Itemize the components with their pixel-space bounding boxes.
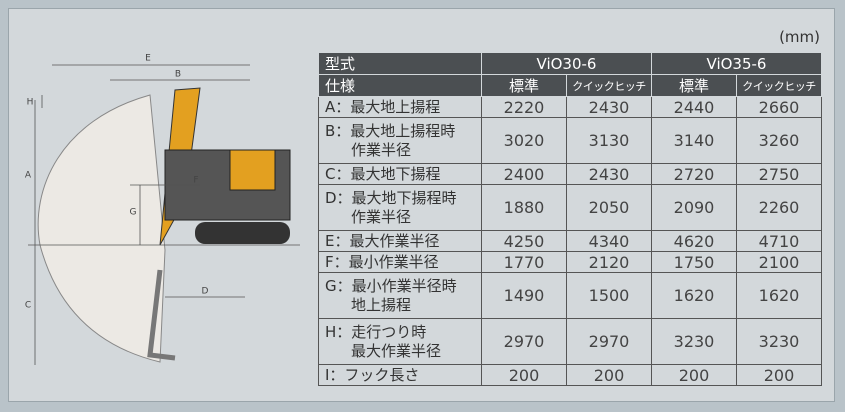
- header-cell: ViO35-6: [651, 52, 822, 75]
- value-cell: 4620: [651, 230, 737, 252]
- row-label: D：最大地下揚程時 作業半径: [318, 184, 482, 231]
- value-cell: 2970: [566, 318, 652, 365]
- header-cell: ViO30-6: [481, 52, 652, 75]
- label-line: 地上揚程: [351, 295, 412, 314]
- spec-row: B：最大地上揚程時 作業半径 3020 3130 3140 3260: [318, 117, 822, 164]
- header-row: 型式 ViO30-6 ViO35-6: [318, 52, 822, 75]
- value-cell: 2970: [481, 318, 567, 365]
- value-cell: 4710: [736, 230, 822, 252]
- value-cell: 3260: [736, 117, 822, 164]
- value-cell: 2090: [651, 184, 737, 231]
- value-cell: 2050: [566, 184, 652, 231]
- label-line: D：最大地下揚程時: [325, 188, 457, 207]
- spec-row: E：最大作業半径 4250 4340 4620 4710: [318, 230, 822, 252]
- dim-label: F: [193, 176, 198, 186]
- value-cell: 2660: [736, 96, 822, 118]
- label-line: I：フック長さ: [325, 365, 420, 384]
- value-cell: 1500: [566, 272, 652, 319]
- value-cell: 1620: [736, 272, 822, 319]
- value-cell: 2220: [481, 96, 567, 118]
- row-label: I：フック長さ: [318, 364, 482, 386]
- label-line: E：最大作業半径: [325, 231, 440, 250]
- value-cell: 2400: [481, 163, 567, 185]
- value-cell: 3230: [736, 318, 822, 365]
- value-cell: 2720: [651, 163, 737, 185]
- value-cell: 1490: [481, 272, 567, 319]
- header-cell: 仕様: [318, 74, 482, 97]
- spec-row: G：最小作業半径時 地上揚程 1490 1500 1620 1620: [318, 272, 822, 319]
- value-cell: 2120: [566, 251, 652, 273]
- value-cell: 200: [566, 364, 652, 386]
- label-line: 作業半径: [351, 140, 412, 159]
- value-cell: 2440: [651, 96, 737, 118]
- value-cell: 4340: [566, 230, 652, 252]
- row-label: A：最大地上揚程: [318, 96, 482, 118]
- value-cell: 3130: [566, 117, 652, 164]
- spec-row: D：最大地下揚程時 作業半径 1880 2050 2090 2260: [318, 184, 822, 231]
- dim-label: H: [27, 98, 34, 108]
- work-range: [37, 94, 166, 363]
- row-label: B：最大地上揚程時 作業半径: [318, 117, 482, 164]
- value-cell: 2260: [736, 184, 822, 231]
- row-label: G：最小作業半径時 地上揚程: [318, 272, 482, 319]
- value-cell: 200: [651, 364, 737, 386]
- track: [195, 222, 290, 244]
- arm-down: [147, 269, 176, 361]
- label-line: 作業半径: [351, 207, 412, 226]
- label-line: 最大作業半径: [351, 341, 442, 360]
- value-cell: 2100: [736, 251, 822, 273]
- header-cell: クイックヒッチ: [736, 74, 822, 97]
- label-line: C：最大地下揚程: [325, 164, 441, 183]
- dim-label: G: [130, 208, 137, 218]
- value-cell: 2750: [736, 163, 822, 185]
- label-line: B：最大地上揚程時: [325, 121, 456, 140]
- row-label: E：最大作業半径: [318, 230, 482, 252]
- header-cell: クイックヒッチ: [566, 74, 652, 97]
- value-cell: 1750: [651, 251, 737, 273]
- value-cell: 3140: [651, 117, 737, 164]
- spec-row: H：走行つり時 最大作業半径 2970 2970 3230 3230: [318, 318, 822, 365]
- header-row: 仕様 標準 クイックヒッチ 標準 クイックヒッチ: [318, 74, 822, 97]
- spec-row: I：フック長さ 200 200 200 200: [318, 364, 822, 386]
- dim-label: E: [145, 54, 151, 64]
- dim-label: A: [25, 171, 32, 181]
- label-line: F：最小作業半径: [325, 252, 439, 271]
- value-cell: 3230: [651, 318, 737, 365]
- row-label: F：最小作業半径: [318, 251, 482, 273]
- value-cell: 2430: [566, 163, 652, 185]
- spec-row: C：最大地下揚程 2400 2430 2720 2750: [318, 163, 822, 185]
- spec-row: F：最小作業半径 1770 2120 1750 2100: [318, 251, 822, 273]
- unit: (mm): [779, 28, 820, 46]
- label-line: G：最小作業半径時: [325, 276, 457, 295]
- label-line: A：最大地上揚程: [325, 97, 441, 116]
- value-cell: 200: [736, 364, 822, 386]
- dim-label: C: [25, 301, 31, 311]
- value-cell: 1620: [651, 272, 737, 319]
- value-cell: 2430: [566, 96, 652, 118]
- value-cell: 3020: [481, 117, 567, 164]
- dim-label: B: [175, 70, 181, 80]
- header-cell: 標準: [481, 74, 567, 97]
- value-cell: 1880: [481, 184, 567, 231]
- value-cell: 4250: [481, 230, 567, 252]
- spec-table: 型式 ViO30-6 ViO35-6 仕様 標準 クイックヒッチ 標準 クイックヒッチ A：最大…: [318, 52, 822, 386]
- header-cell: 標準: [651, 74, 737, 97]
- value-cell: 1770: [481, 251, 567, 273]
- dimension-lines: [28, 64, 300, 365]
- dim-label: D: [202, 287, 209, 297]
- spec-row: A：最大地上揚程 2220 2430 2440 2660: [318, 96, 822, 118]
- body: [229, 149, 276, 191]
- row-label: H：走行つり時 最大作業半径: [318, 318, 482, 365]
- row-label: C：最大地下揚程: [318, 163, 482, 185]
- header-cell: 型式: [318, 52, 482, 75]
- value-cell: 200: [481, 364, 567, 386]
- label-line: H：走行つり時: [325, 322, 427, 341]
